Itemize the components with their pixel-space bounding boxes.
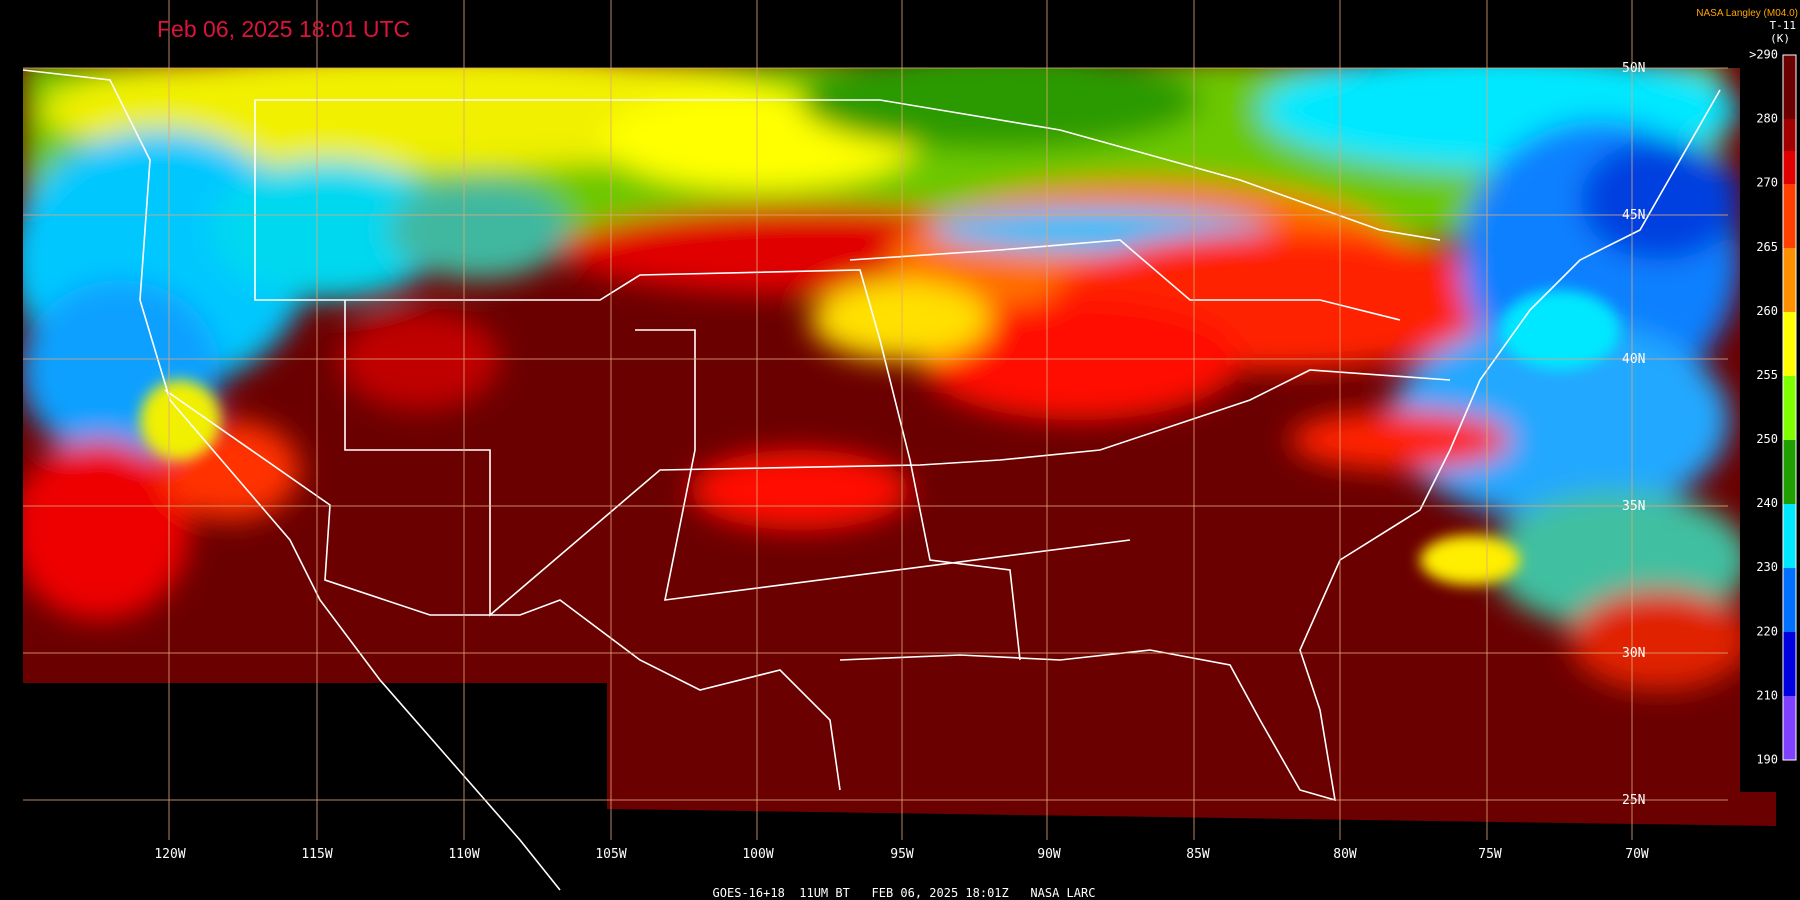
boundaries [22, 69, 1721, 891]
graticule [23, 0, 1728, 840]
latitude-label: 45N [1622, 208, 1645, 223]
title: Feb 06, 2025 18:01 UTC [157, 16, 410, 42]
latitude-label: 30N [1622, 646, 1645, 661]
longitude-label: 105W [595, 847, 626, 862]
latitude-labels: 50N 45N 40N 35N 30N 25N [1622, 61, 1645, 808]
colorbar-label: 250 [1756, 432, 1778, 446]
colorbar-label: 190 [1756, 753, 1778, 767]
longitude-label: 90W [1037, 847, 1061, 862]
longitude-label: 85W [1186, 847, 1210, 862]
longitude-label: 70W [1625, 847, 1649, 862]
longitude-labels: 120W 115W 110W 105W 100W 95W 90W 85W 80W 75W 70W [154, 847, 1649, 862]
credit: NASA Langley (M04.0) [1696, 8, 1798, 19]
footer: GOES-16+18 11UM BT FEB 06, 2025 18:01Z N… [713, 886, 1096, 900]
colorbar-label: >290 [1749, 48, 1778, 62]
latitude-label: 40N [1622, 352, 1645, 367]
colorbar-label: 240 [1756, 496, 1778, 510]
latitude-label: 50N [1622, 61, 1645, 76]
cloud-imagery [23, 68, 1750, 690]
longitude-label: 115W [301, 847, 332, 862]
colorbar [1782, 54, 1797, 761]
colorbar-label: 280 [1756, 112, 1778, 126]
colorbar-label: 260 [1756, 304, 1778, 318]
colorbar-label: 220 [1756, 624, 1778, 638]
longitude-label: 100W [742, 847, 773, 862]
product: T-11 [1770, 19, 1797, 32]
longitude-label: 80W [1333, 847, 1357, 862]
colorbar-label: 255 [1756, 368, 1778, 382]
longitude-label: 110W [448, 847, 479, 862]
latitude-label: 35N [1622, 499, 1645, 514]
colorbar-labels: >290 280 270 265 260 255 250 240 230 220 210 190 [1749, 48, 1778, 767]
colorbar-label: 270 [1756, 176, 1778, 190]
colorbar-label: 265 [1756, 240, 1778, 254]
longitude-label: 95W [890, 847, 914, 862]
colorbar-label: 210 [1756, 688, 1778, 702]
latitude-label: 25N [1622, 793, 1645, 808]
colorbar-label: 230 [1756, 560, 1778, 574]
longitude-label: 120W [154, 847, 185, 862]
units: (K) [1770, 32, 1790, 45]
longitude-label: 75W [1478, 847, 1502, 862]
